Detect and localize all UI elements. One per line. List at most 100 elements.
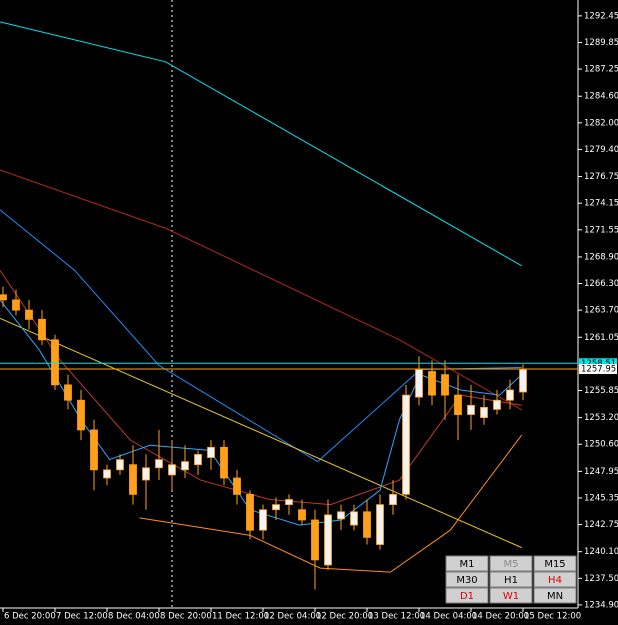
x-tick-label: 8 Dec 04:00 [108, 612, 160, 622]
y-tick-label: 1250.60 [584, 440, 618, 450]
timeframe-button-label: M15 [544, 559, 565, 570]
y-tick-label: 1261.05 [584, 333, 618, 343]
y-tick-label: 1237.50 [584, 574, 618, 584]
y-tick-label: 1289.85 [584, 38, 618, 48]
candle-body [77, 399, 85, 431]
timeframe-button[interactable]: H1 [489, 571, 533, 588]
candle-body [233, 477, 241, 495]
timeframe-button[interactable]: W1 [489, 587, 533, 604]
candle-body [194, 454, 202, 466]
candle-body [337, 511, 345, 520]
timeframe-button[interactable]: MN [533, 587, 577, 604]
y-tick-label: 1271.55 [584, 225, 618, 235]
x-tick-label: 6 Dec 20:00 [4, 612, 56, 622]
price-label: 1258.51 [581, 359, 616, 369]
x-tick-label: 14 Dec 04:00 [420, 612, 477, 622]
candle-body [51, 339, 59, 386]
candle-body [324, 514, 332, 566]
indicator-line [0, 317, 522, 549]
timeframe-button[interactable]: M1 [445, 555, 489, 572]
y-tick-label: 1274.15 [584, 199, 618, 209]
candle-body [519, 369, 527, 393]
candle-body [428, 371, 436, 396]
timeframe-button-bg [533, 571, 577, 588]
candle-body [155, 459, 163, 469]
x-tick-label: 11 Dec 12:00 [212, 612, 269, 622]
timeframe-button-bg [489, 555, 533, 572]
timeframe-button-bg [445, 587, 489, 604]
timeframe-button-label: M30 [456, 575, 477, 586]
x-tick-label: 12 Dec 20:00 [316, 612, 373, 622]
candle-body [116, 459, 124, 471]
y-tick-label: 1245.35 [584, 493, 618, 503]
y-tick-label: 1242.75 [584, 520, 618, 530]
x-tick-label: 12 Dec 04:00 [264, 612, 321, 622]
timeframe-button[interactable]: M5 [489, 555, 533, 572]
candle-body [467, 404, 475, 415]
candle-body [142, 467, 150, 481]
candle-body [272, 504, 280, 511]
indicator-line [0, 169, 522, 411]
candle-body [246, 493, 254, 531]
candle-body [415, 369, 423, 398]
candle-body [441, 374, 449, 396]
y-tick-label: 1287.25 [584, 65, 618, 75]
timeframe-button-bg [489, 587, 533, 604]
timeframe-button-label: D1 [460, 591, 474, 602]
timeframe-button[interactable]: M15 [533, 555, 577, 572]
candle-body [90, 429, 98, 471]
y-tick-label: 1266.30 [584, 279, 618, 289]
timeframe-button[interactable]: M30 [445, 571, 489, 588]
y-tick-label: 1263.70 [584, 306, 618, 316]
candle-body [181, 461, 189, 471]
timeframe-button-label: MN [547, 591, 563, 602]
timeframe-button-bg [445, 555, 489, 572]
y-tick-label: 1284.60 [584, 92, 618, 102]
candle-body [480, 406, 488, 419]
y-tick-label: 1253.20 [584, 413, 618, 423]
timeframe-button-bg [533, 555, 577, 572]
candle-body [25, 309, 33, 320]
timeframe-button-label: W1 [503, 591, 519, 602]
timeframe-button-bg [533, 587, 577, 604]
candle-body [220, 446, 228, 479]
timeframe-button[interactable]: D1 [445, 587, 489, 604]
candle-body [454, 394, 462, 415]
timeframe-button[interactable]: H4 [533, 571, 577, 588]
y-tick-label: 1279.40 [584, 145, 618, 155]
indicator-line [0, 269, 522, 506]
candle-body [376, 504, 384, 545]
timeframe-button-bg [445, 571, 489, 588]
candle-body [207, 446, 215, 458]
y-tick-label: 1276.75 [584, 172, 618, 182]
indicator-line [139, 434, 523, 573]
y-tick-label: 1282.00 [584, 118, 618, 128]
candle-body [389, 493, 397, 506]
candle-body [363, 511, 371, 538]
x-tick-label: 8 Dec 20:00 [160, 612, 212, 622]
x-tick-label: 13 Dec 12:00 [368, 612, 425, 622]
timeframe-button-label: H4 [548, 575, 562, 586]
timeframe-button-label: M1 [460, 559, 475, 570]
candle-body [12, 299, 20, 311]
candle-body [38, 318, 46, 341]
price-label: 1257.95 [581, 364, 616, 374]
candle-body [129, 464, 137, 495]
y-tick-label: 1247.95 [584, 467, 618, 477]
price-label-box [579, 358, 617, 369]
candle-body [285, 499, 293, 506]
timeframe-button-label: H1 [504, 575, 518, 586]
y-tick-label: 1268.90 [584, 252, 618, 262]
y-tick-label: 1255.85 [584, 386, 618, 396]
timeframe-button-label: M5 [504, 559, 519, 570]
y-tick-label: 1240.10 [584, 547, 618, 557]
x-tick-label: 15 Dec 12:00 [524, 612, 581, 622]
x-tick-label: 7 Dec 12:00 [56, 612, 108, 622]
candle-body [168, 464, 176, 476]
timeframe-button-bg [489, 571, 533, 588]
candle-body [298, 509, 306, 521]
y-tick-label: 1234.90 [584, 600, 618, 610]
